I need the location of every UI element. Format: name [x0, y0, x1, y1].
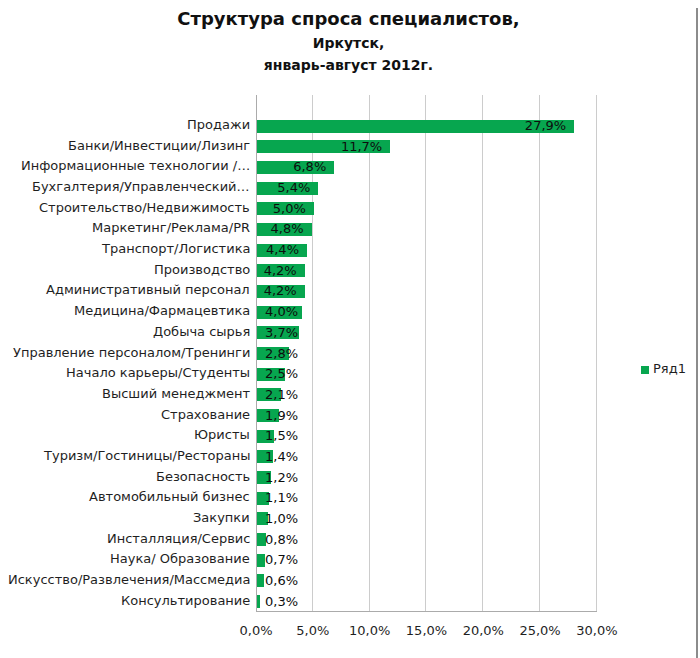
- bar-value-label: 2,1%: [265, 387, 298, 402]
- bar-value-label: 4,0%: [265, 304, 298, 319]
- bar-value-label: 3,7%: [265, 325, 298, 340]
- x-tick-label: 25,0%: [519, 623, 560, 638]
- legend-swatch: [641, 366, 649, 374]
- gridline-30: [596, 95, 597, 612]
- gridline-15: [425, 95, 426, 612]
- x-tick-label: 5,0%: [296, 623, 329, 638]
- bar-value-label: 1,0%: [265, 511, 298, 526]
- chart-title-line2: Иркутск,: [0, 35, 697, 51]
- category-label: Бухгалтерия/Управленческий…: [32, 179, 250, 194]
- bar-value-label: 5,4%: [277, 180, 310, 195]
- category-label: Продажи: [187, 117, 250, 132]
- x-tick-label: 10,0%: [349, 623, 390, 638]
- category-label: Страхование: [161, 407, 250, 422]
- bar-value-label: 0,3%: [265, 594, 298, 609]
- bar-22: [257, 574, 264, 587]
- category-label: Искусство/Развлечения/Массмедиа: [8, 572, 250, 587]
- bar-value-label: 5,0%: [273, 201, 306, 216]
- bar-value-label: 4,2%: [264, 263, 297, 278]
- bar-23: [257, 595, 260, 608]
- category-label: Начало карьеры/Студенты: [66, 365, 250, 380]
- bar-value-label: 1,4%: [265, 449, 298, 464]
- bar-value-label: 4,4%: [266, 242, 299, 257]
- category-label: Административный персонал: [46, 282, 250, 297]
- bar-value-label: 1,9%: [265, 408, 298, 423]
- bar-value-label: 27,9%: [525, 118, 566, 133]
- category-label: Добыча сырья: [153, 324, 250, 339]
- category-label: Информационные технологии /…: [21, 158, 250, 173]
- category-label: Транспорт/Логистика: [102, 241, 250, 256]
- gridline-25: [539, 95, 540, 612]
- bar-value-label: 1,1%: [265, 490, 298, 505]
- x-axis-line: [256, 611, 597, 612]
- bar-value-label: 1,5%: [265, 428, 298, 443]
- bar-value-label: 0,6%: [265, 573, 298, 588]
- category-label: Инсталляция/Сервис: [107, 531, 250, 546]
- bar-value-label: 4,8%: [271, 221, 304, 236]
- category-label: Управление персоналом/Тренинги: [13, 345, 250, 360]
- category-label: Медицина/Фармацевтика: [74, 303, 250, 318]
- legend-series-label: Ряд1: [653, 361, 686, 376]
- bar-value-label: 11,7%: [341, 139, 382, 154]
- gridline-10: [369, 95, 370, 612]
- category-label: Производство: [154, 262, 250, 277]
- bar-value-label: 0,7%: [265, 552, 298, 567]
- bar-value-label: 4,2%: [264, 283, 297, 298]
- x-tick-label: 30,0%: [576, 623, 617, 638]
- category-label: Высший менеджмент: [102, 386, 250, 401]
- category-label: Безопасность: [156, 469, 250, 484]
- bar-value-label: 1,2%: [265, 470, 298, 485]
- category-label: Маркетинг/Реклама/PR: [92, 220, 250, 235]
- bar-value-label: 2,8%: [265, 346, 298, 361]
- category-label: Закупки: [193, 510, 250, 525]
- chart-title-line1: Структура спроса специалистов,: [0, 8, 697, 29]
- category-label: Консультирование: [121, 593, 250, 608]
- x-tick-label: 15,0%: [406, 623, 447, 638]
- gridline-20: [482, 95, 483, 612]
- bar-value-label: 2,5%: [265, 366, 298, 381]
- screenshot-right-border: [696, 8, 698, 658]
- category-label: Наука/ Образование: [110, 551, 250, 566]
- category-label: Строительство/Недвижимость: [39, 200, 250, 215]
- x-tick-label: 20,0%: [463, 623, 504, 638]
- bar-value-label: 0,8%: [265, 532, 298, 547]
- bar-21: [257, 554, 265, 567]
- x-tick-label: 0,0%: [240, 623, 273, 638]
- plot-area: 27,9% 11,7% 6,8% 5,4% 5,0% 4,8% 4,4% 4,2% 4,2% 4,…: [256, 95, 597, 612]
- category-label: Банки/Инвестиции/Лизинг: [68, 138, 250, 153]
- category-label: Туризм/Гостиницы/Рестораны: [44, 448, 250, 463]
- bar-value-label: 6,8%: [293, 159, 326, 174]
- category-label: Автомобильный бизнес: [89, 489, 250, 504]
- bar-chart: Структура спроса специалистов, Иркутск, …: [0, 0, 700, 658]
- chart-title-line3: январь-август 2012г.: [0, 57, 697, 73]
- category-label: Юристы: [194, 427, 250, 442]
